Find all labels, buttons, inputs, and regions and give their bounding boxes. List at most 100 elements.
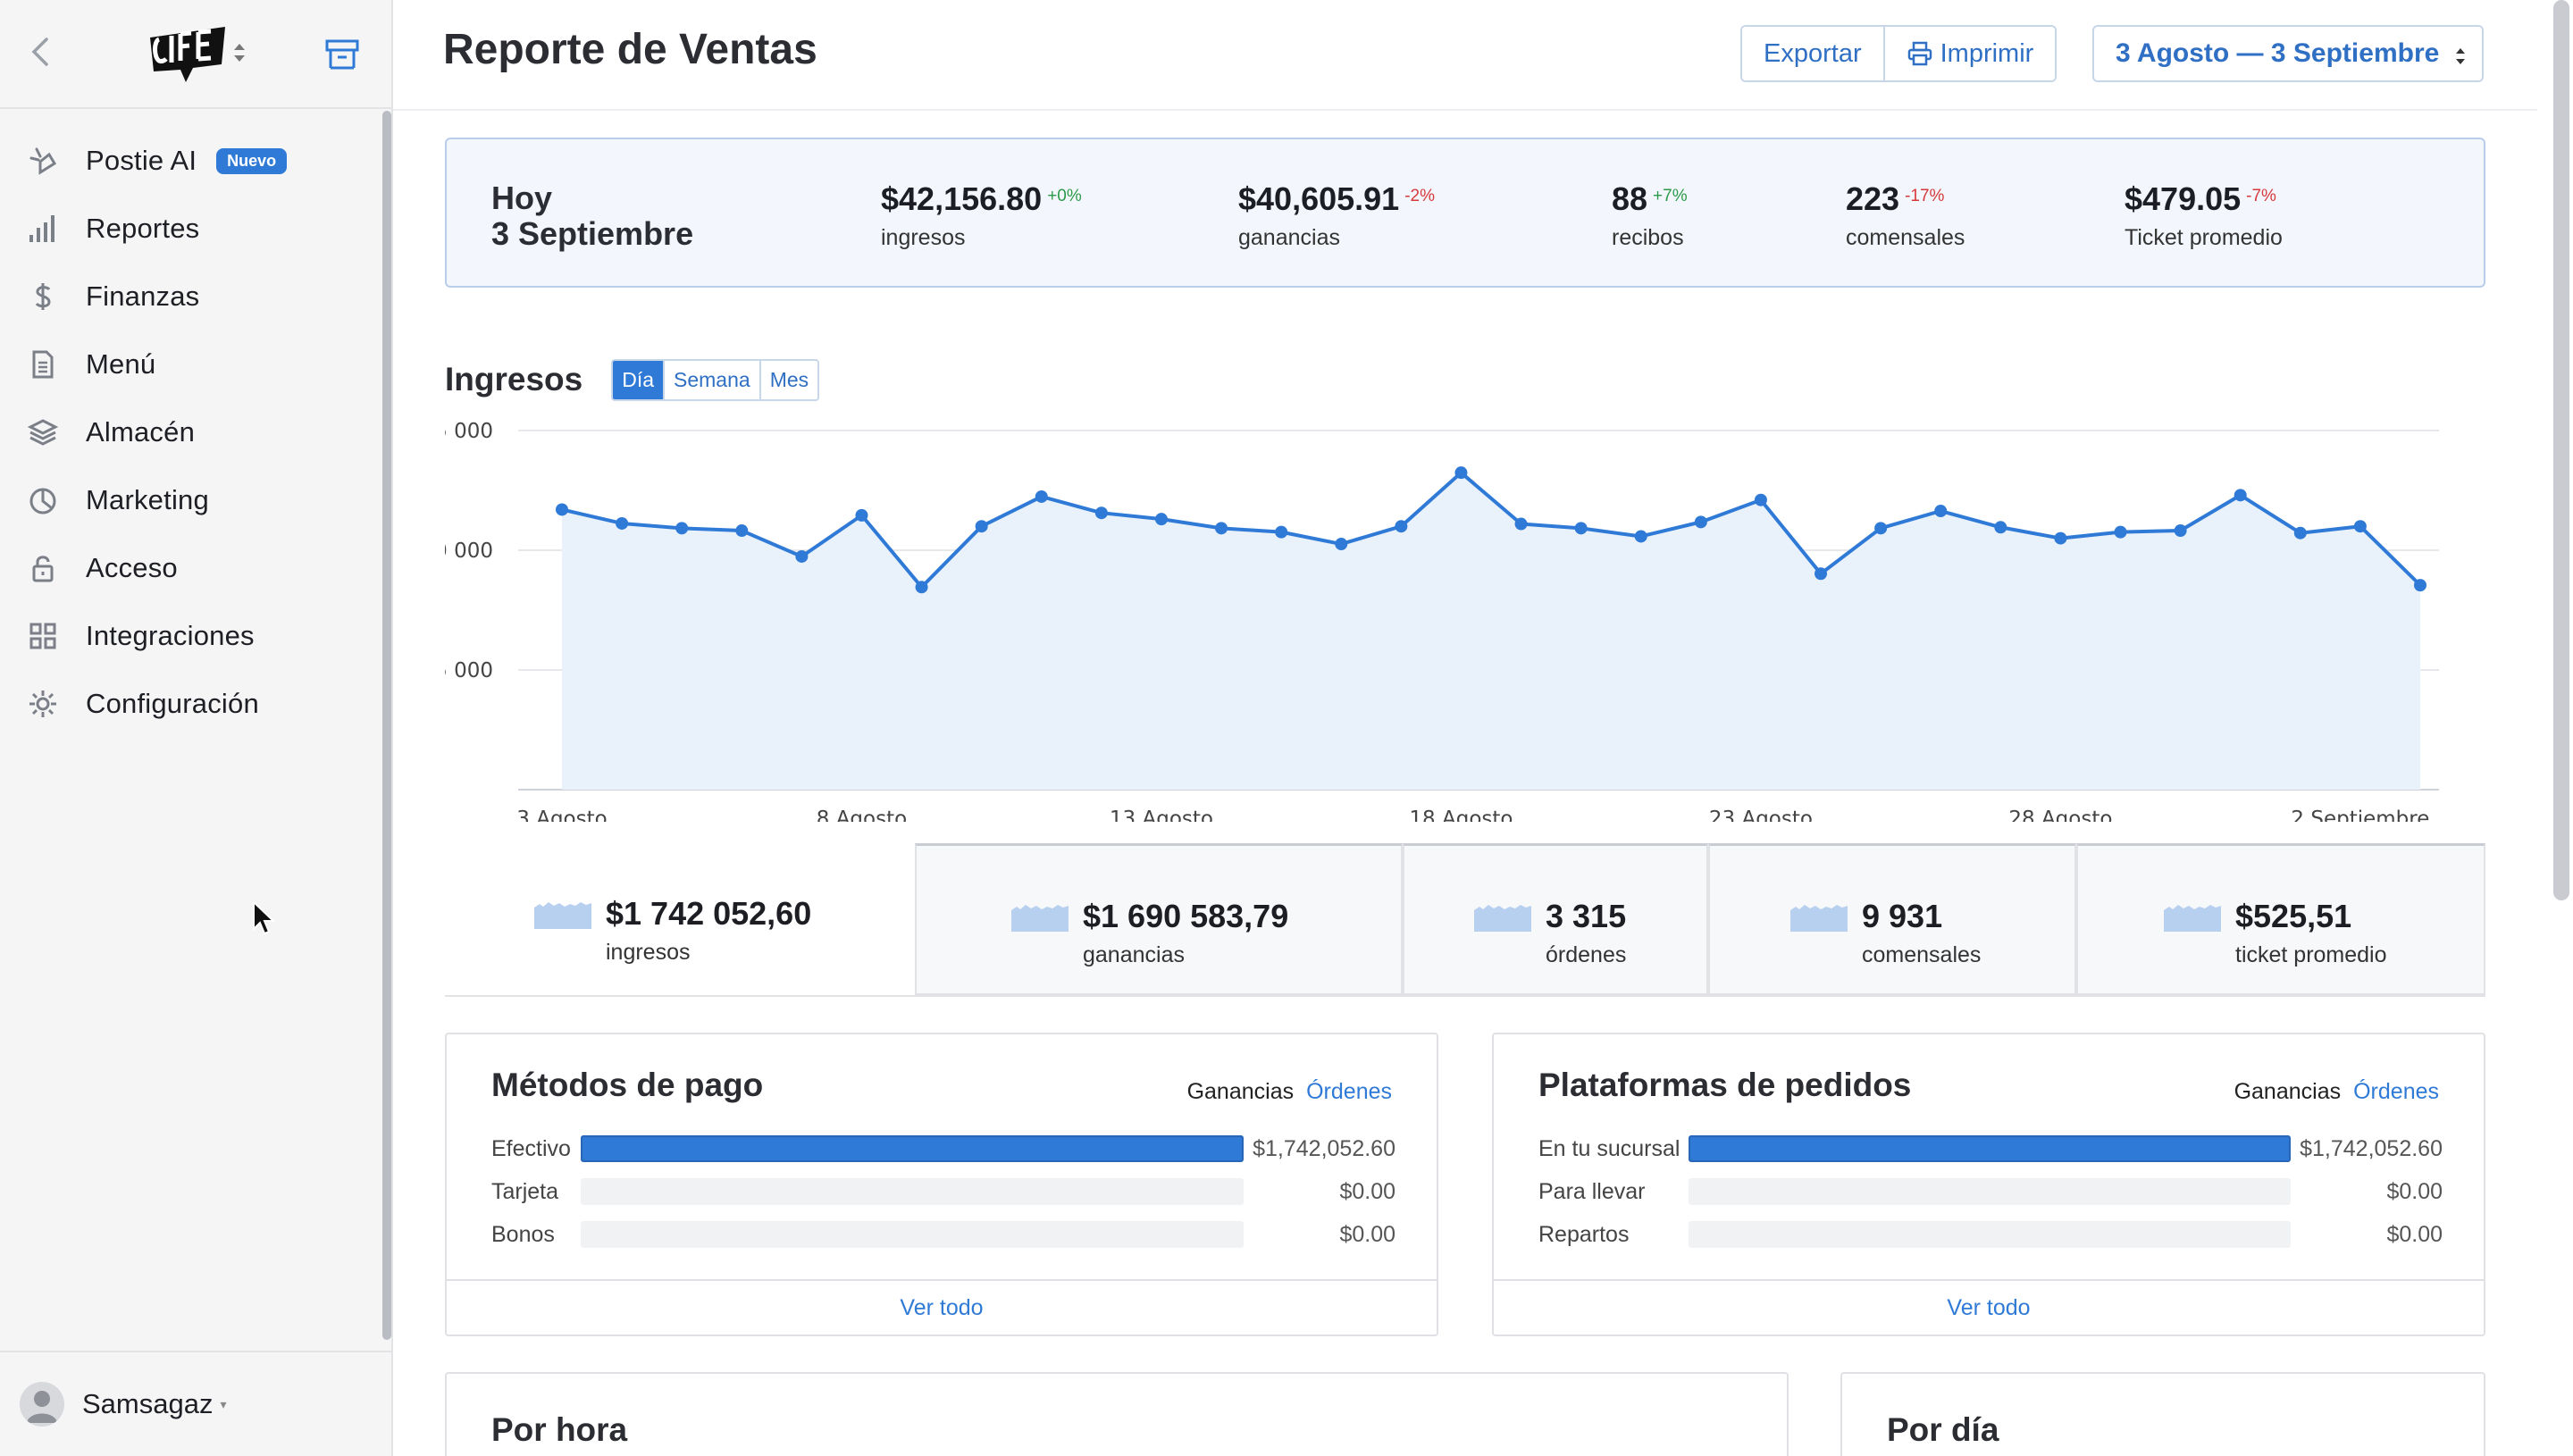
date-range-label: 3 Agosto — 3 Septiembre bbox=[2116, 38, 2440, 68]
data-point bbox=[2234, 489, 2247, 502]
sidebar-item-reportes[interactable]: Reportes bbox=[0, 195, 384, 263]
view-all-link[interactable]: Ver todo bbox=[1494, 1279, 2484, 1335]
data-point bbox=[735, 524, 749, 538]
total-ordenes[interactable]: 3 315 órdenes bbox=[1403, 843, 1708, 995]
stat-value: 223 bbox=[1846, 180, 1900, 217]
sidebar-item-label: Reportes bbox=[86, 213, 200, 244]
sidebar-item-menu[interactable]: Menú bbox=[0, 331, 384, 398]
total-ingresos[interactable]: $1 742 052,60 ingresos bbox=[445, 843, 915, 995]
sidebar-item-marketing[interactable]: Marketing bbox=[0, 466, 384, 534]
store-icon[interactable] bbox=[323, 38, 361, 71]
sidebar-item-almacen[interactable]: Almacén bbox=[0, 398, 384, 466]
period-toggle: Día Semana Mes bbox=[611, 358, 820, 401]
today-stat-ganancias: $40,605.91 -2% ganancias bbox=[1238, 180, 1435, 251]
bar-row: Repartos $0.00 bbox=[1538, 1213, 2443, 1256]
today-date: 3 Septiembre bbox=[491, 215, 694, 252]
data-point bbox=[2353, 520, 2367, 533]
data-point bbox=[616, 516, 629, 530]
bar-track bbox=[1689, 1221, 2291, 1248]
today-title: Hoy bbox=[491, 180, 553, 216]
stat-delta: +7% bbox=[1653, 187, 1688, 205]
date-range-picker[interactable]: 3 Agosto — 3 Septiembre bbox=[2092, 25, 2484, 82]
sort-arrows-icon[interactable] bbox=[230, 39, 248, 66]
data-point bbox=[2293, 526, 2307, 540]
sidebar-item-finanzas[interactable]: Finanzas bbox=[0, 263, 384, 331]
export-label: Exportar bbox=[1764, 38, 1862, 68]
tab-mes[interactable]: Mes bbox=[758, 360, 817, 399]
tab-dia[interactable]: Día bbox=[613, 360, 664, 399]
data-point bbox=[1815, 567, 1828, 581]
data-point bbox=[795, 549, 809, 563]
x-tick-label: 28 Agosto bbox=[2008, 807, 2112, 822]
sidebar-item-label: Marketing bbox=[86, 484, 209, 515]
stat-label: recibos bbox=[1612, 225, 1684, 250]
row-label: Efectivo bbox=[491, 1135, 571, 1161]
today-summary: Hoy 3 Septiembre $42,156.80 +0% ingresos … bbox=[445, 138, 2485, 288]
sidebar-item-integraciones[interactable]: Integraciones bbox=[0, 602, 384, 670]
x-tick-label: 18 Agosto bbox=[1409, 807, 1513, 822]
row-value: $0.00 bbox=[1339, 1221, 1395, 1247]
sidebar-item-label: Menú bbox=[86, 348, 156, 380]
export-button[interactable]: Exportar bbox=[1742, 27, 1883, 80]
mouse-cursor-icon bbox=[253, 900, 275, 935]
data-point bbox=[1035, 490, 1048, 503]
print-button[interactable]: Imprimir bbox=[1882, 27, 2056, 80]
today-stat-comensales: 223 -17% comensales bbox=[1846, 180, 1965, 251]
sidebar-scrollbar[interactable] bbox=[382, 111, 391, 1340]
scrollbar-thumb[interactable] bbox=[2553, 0, 2569, 900]
tab-semana[interactable]: Semana bbox=[663, 360, 759, 399]
data-point bbox=[1335, 538, 1348, 551]
card-title: Por día bbox=[1887, 1411, 1999, 1448]
stat-label: ingresos bbox=[881, 225, 966, 250]
period-totals: $1 742 052,60 ingresos $1 690 583,79 ganan… bbox=[445, 843, 2485, 997]
toggle-ordenes[interactable]: Órdenes bbox=[1306, 1079, 1392, 1104]
sidebar-item-acceso[interactable]: Acceso bbox=[0, 534, 384, 602]
bar-row: Para llevar $0.00 bbox=[1538, 1170, 2443, 1213]
x-tick-label: 2 Septiembre bbox=[2291, 807, 2429, 822]
back-chevron-icon[interactable] bbox=[25, 34, 57, 70]
toggle-ganancias[interactable]: Ganancias bbox=[2234, 1079, 2342, 1104]
total-comensales[interactable]: 9 931 comensales bbox=[1708, 843, 2076, 995]
view-all-link[interactable]: Ver todo bbox=[447, 1279, 1437, 1335]
income-chart: 75 000 50 000 25 000 3 Agosto 8 Agosto 13 Ago… bbox=[445, 420, 2439, 822]
stat-delta: -17% bbox=[1905, 187, 1945, 205]
by-hour-card: Por hora bbox=[445, 1372, 1789, 1456]
bar-row: Bonos $0.00 bbox=[491, 1213, 1395, 1256]
today-stat-ticket: $479.05 -7% Ticket promedio bbox=[2125, 180, 2283, 251]
data-point bbox=[1934, 505, 1948, 518]
lock-icon bbox=[27, 552, 59, 584]
order-platforms-card: Plataformas de pedidos Ganancias Órdenes … bbox=[1492, 1033, 2485, 1336]
x-tick-label: 23 Agosto bbox=[1709, 807, 1813, 822]
metric-toggle: Ganancias Órdenes bbox=[2234, 1079, 2439, 1105]
print-label: Imprimir bbox=[1940, 38, 2034, 68]
total-value: $1 742 052,60 bbox=[606, 895, 812, 932]
sidebar-item-label: Acceso bbox=[86, 552, 178, 583]
caret-down-icon: ▾ bbox=[220, 1396, 227, 1411]
toggle-ganancias[interactable]: Ganancias bbox=[1186, 1079, 1295, 1104]
total-ganancias[interactable]: $1 690 583,79 ganancias bbox=[915, 843, 1403, 995]
sidebar-item-label: Configuración bbox=[86, 688, 259, 719]
bar-chart-icon bbox=[27, 213, 59, 245]
row-value: $1,742,052.60 bbox=[2300, 1135, 2443, 1161]
user-menu[interactable]: Samsagaz ▾ bbox=[0, 1351, 391, 1456]
payment-methods-card: Métodos de pago Ganancias Órdenes Efectiv… bbox=[445, 1033, 1438, 1336]
data-point bbox=[1215, 522, 1228, 535]
page-header: Reporte de Ventas Exportar Imprimir 3 Ag… bbox=[393, 0, 2537, 111]
sidebar-item-postie-ai[interactable]: Postie AI Nuevo bbox=[0, 127, 384, 195]
stat-label: Ticket promedio bbox=[2125, 225, 2283, 250]
total-value: $525,51 bbox=[2235, 898, 2352, 934]
sidebar-item-configuracion[interactable]: Configuración bbox=[0, 670, 384, 738]
total-label: ingresos bbox=[606, 940, 691, 965]
main-scrollbar[interactable] bbox=[2552, 0, 2571, 900]
data-point bbox=[2174, 524, 2187, 538]
bar-fill bbox=[581, 1135, 1244, 1162]
sidebar-item-label: Postie AI bbox=[86, 145, 197, 176]
row-label: Bonos bbox=[491, 1221, 555, 1247]
total-ticket[interactable]: $525,51 ticket promedio bbox=[2076, 843, 2485, 995]
sort-arrows-icon bbox=[2456, 48, 2465, 64]
brand-logo[interactable] bbox=[145, 18, 230, 89]
toggle-ordenes[interactable]: Órdenes bbox=[2353, 1079, 2439, 1104]
total-value: 3 315 bbox=[1546, 898, 1627, 934]
sparkline-icon bbox=[1474, 905, 1531, 932]
stat-label: comensales bbox=[1846, 225, 1965, 250]
